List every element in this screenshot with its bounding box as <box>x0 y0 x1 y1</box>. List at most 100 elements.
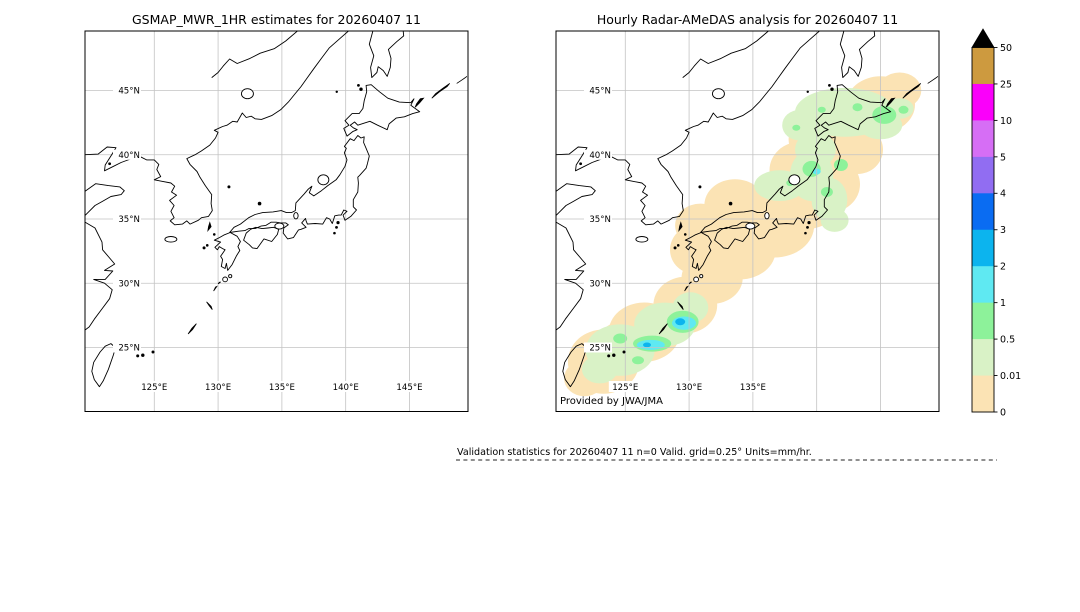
outlined-island <box>274 222 285 230</box>
validation-caption: Validation statistics for 20260407 11 n=… <box>457 447 812 458</box>
colorbar-segment <box>972 47 994 85</box>
precip-blob <box>817 106 826 113</box>
right-lat-30: 30°N <box>589 279 611 289</box>
left-lon-130: 130°E <box>205 383 231 393</box>
outlined-island <box>711 88 725 100</box>
right-lon-130: 130°E <box>676 383 702 393</box>
small-island-dot <box>335 90 338 93</box>
precip-blob <box>675 203 727 248</box>
small-island <box>213 285 218 292</box>
precip-level-0.01-0.5 <box>581 87 914 384</box>
small-island-dot <box>151 350 155 354</box>
small-island <box>217 281 221 285</box>
colorbar-tick-label: 0.01 <box>1000 371 1021 382</box>
island-coastline <box>562 343 587 388</box>
small-island-dot <box>227 185 231 189</box>
small-island-dot <box>136 354 140 358</box>
precip-blob <box>754 170 806 202</box>
small-island-dot <box>698 185 702 189</box>
coastline <box>556 183 596 217</box>
left-lat-25: 25°N <box>118 344 140 354</box>
precip-blob <box>613 333 628 344</box>
precip-blob <box>898 105 909 114</box>
small-island <box>456 76 468 84</box>
small-island-dot <box>806 90 809 93</box>
data-credit: Provided by JWA/JMA <box>560 396 663 407</box>
island-coastline <box>684 232 712 271</box>
precip-level-2-3 <box>643 318 686 348</box>
right-lon-135: 135°E <box>740 383 766 393</box>
left-axis-labels: 45°N 40°N 35°N 30°N 25°N 125°E 130°E 135… <box>113 85 426 393</box>
outlined-island <box>240 88 254 100</box>
small-island-dot <box>607 354 611 358</box>
outlined-island <box>317 174 330 186</box>
small-island-dot <box>828 83 831 87</box>
outlined-island <box>293 212 299 220</box>
small-island-dot <box>212 233 216 236</box>
left-lon-125: 125°E <box>141 383 167 393</box>
colorbar-segment <box>972 339 994 376</box>
small-island-dot <box>336 220 340 225</box>
outlined-island <box>764 212 770 220</box>
colorbar-segment <box>972 375 994 413</box>
coastline <box>211 31 299 78</box>
precip-blob <box>820 208 849 232</box>
left-lat-35: 35°N <box>118 215 140 225</box>
precip-blob <box>795 131 836 168</box>
small-island <box>927 76 939 84</box>
island-coastline <box>343 84 421 137</box>
left-lon-140: 140°E <box>333 383 359 393</box>
small-island-dot <box>205 244 209 247</box>
colorbar-segment <box>972 229 994 267</box>
colorbar-segment <box>972 156 994 194</box>
precip-blob <box>581 355 618 384</box>
left-gridlines <box>85 31 468 412</box>
island-coastline <box>243 226 280 250</box>
coastline <box>556 31 821 226</box>
colorbar-segment <box>972 120 994 158</box>
outlined-island <box>699 274 704 279</box>
colorbar-segment <box>972 83 994 121</box>
right-lon-125: 125°E <box>612 383 638 393</box>
coastline <box>839 31 876 79</box>
colorbar-tick-label: 25 <box>1000 79 1012 90</box>
small-island <box>414 97 425 108</box>
small-island-dot <box>359 87 363 91</box>
outlined-island <box>228 274 233 279</box>
right-lat-40: 40°N <box>589 151 611 161</box>
outlined-island <box>222 276 228 283</box>
island-coastline <box>229 135 370 240</box>
right-coastlines <box>556 31 939 388</box>
colorbar-segment <box>972 302 994 340</box>
right-panel-title: Hourly Radar-AMeDAS analysis for 2026040… <box>597 12 898 27</box>
colorbar-tick-label: 0 <box>1000 407 1006 418</box>
colorbar-overflow-triangle <box>971 28 995 48</box>
outlined-island <box>635 236 649 243</box>
colorbar-segment <box>972 193 994 231</box>
small-island <box>678 221 683 232</box>
precip-blob <box>632 356 644 365</box>
small-island <box>206 301 213 310</box>
precip-blob <box>643 342 651 348</box>
small-island <box>688 281 692 285</box>
island-coastline <box>814 84 892 137</box>
colorbar-tick-label: 10 <box>1000 116 1012 127</box>
precip-blob <box>675 318 686 326</box>
small-island-dot <box>676 244 680 247</box>
small-island-dot <box>673 246 677 250</box>
precipitation-shading <box>564 72 922 397</box>
coastline <box>85 221 116 331</box>
small-island-dot <box>357 83 360 87</box>
colorbar-segment <box>972 266 994 304</box>
small-island-dot <box>108 162 112 166</box>
small-island-dot <box>579 162 583 166</box>
colorbar-tick-label: 5 <box>1000 152 1006 163</box>
left-panel-border <box>84 30 469 412</box>
precip-blob <box>820 187 833 197</box>
small-island-dot <box>807 220 811 225</box>
left-coastlines <box>85 31 468 388</box>
right-gridlines <box>556 31 939 412</box>
outlined-island <box>788 174 801 186</box>
coastline <box>556 221 587 331</box>
